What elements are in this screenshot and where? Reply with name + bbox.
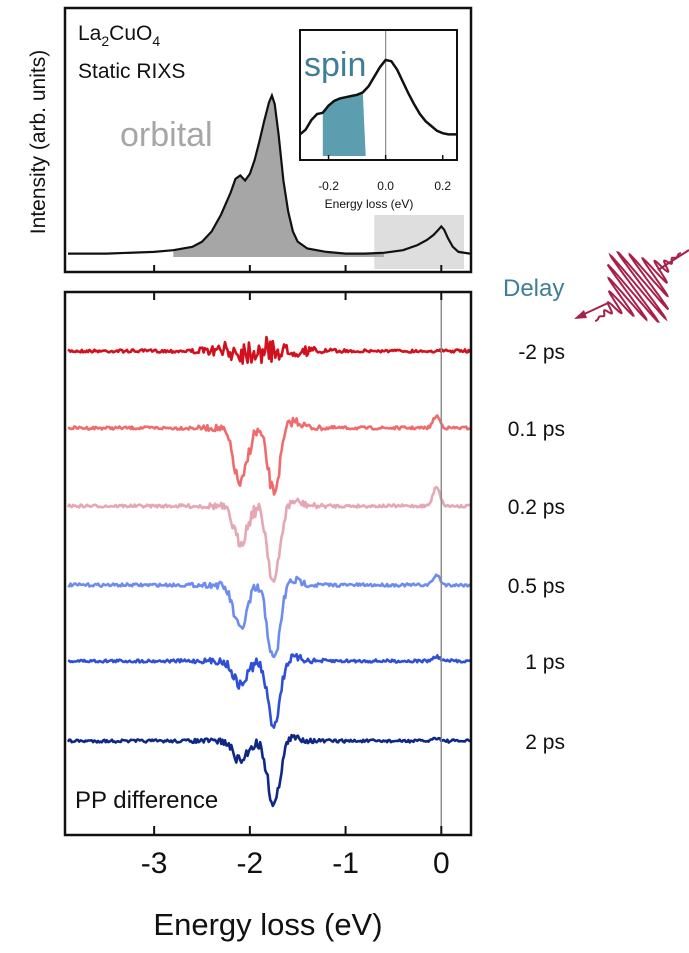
inset-x-tick-label: 0.0 <box>377 179 394 193</box>
pulse-arrow-head <box>574 310 587 319</box>
delay-labels: -2 ps 0.1 ps 0.2 ps 0.5 ps 1 ps 2 ps <box>508 341 565 754</box>
pp-series-2ps <box>66 733 471 808</box>
delay-label: 1 ps <box>525 651 565 674</box>
inset-x-tick-label: 0.2 <box>434 179 451 193</box>
inset-x-axis-label: Energy loss (eV) <box>325 197 414 211</box>
pulse-arrow-in <box>657 249 689 271</box>
pp-series-group <box>66 335 472 808</box>
x-axis-label: Energy loss (eV) <box>153 907 382 942</box>
spin-inset: -0.2 0.0 0.2 spin Energy loss (eV) <box>299 29 458 211</box>
pp-x-tick-label: -2 <box>237 847 264 880</box>
sample-label: La2CuO4 <box>78 22 160 49</box>
inset-x-ticks: -0.2 0.0 0.2 <box>318 155 451 193</box>
pump-probe-panel: -3 -2 -1 0 PP difference Energy loss (eV) D… <box>63 275 565 942</box>
static-rixs-line <box>68 92 471 255</box>
pp-x-ticks: -3 -2 -1 0 <box>141 292 450 880</box>
inset-x-tick-label: -0.2 <box>318 179 339 193</box>
pulse-waveform <box>594 251 682 323</box>
delay-label: 0.5 ps <box>508 575 565 598</box>
laser-pulse-graphic <box>574 249 689 323</box>
y-axis-label: Intensity (arb. units) <box>27 50 50 234</box>
pp-series-0.1ps <box>67 414 471 496</box>
static-orbital-area <box>173 95 384 257</box>
orbital-label: orbital <box>120 116 213 154</box>
delay-label: -2 ps <box>518 341 565 364</box>
spin-label: spin <box>304 46 366 84</box>
pp-difference-label: PP difference <box>75 787 218 814</box>
static-panel: La2CuO4 Static RIXS orbital Intensity (a… <box>27 6 473 274</box>
static-rixs-label: Static RIXS <box>78 60 185 83</box>
spin-shaded-area <box>322 92 366 156</box>
pp-series-1ps <box>67 652 471 729</box>
delay-label: 0.1 ps <box>508 418 565 441</box>
static-x-ticks <box>153 265 443 272</box>
pp-x-tick-label: 0 <box>433 847 450 880</box>
static-panel-frame <box>63 6 473 274</box>
pp-x-tick-label: -3 <box>141 847 168 880</box>
delay-label: 2 ps <box>525 731 565 754</box>
inset-frame <box>299 29 458 161</box>
delay-legend-title: Delay <box>503 275 564 302</box>
inset-spectrum-line <box>299 58 457 136</box>
pp-x-tick-label: -1 <box>332 847 359 880</box>
delay-label: 0.2 ps <box>508 496 565 519</box>
pp-series--2ps <box>67 335 472 365</box>
pp-series-0.5ps <box>67 573 472 659</box>
pp-panel-frame <box>63 290 473 837</box>
pp-series-0.2ps <box>66 485 471 583</box>
